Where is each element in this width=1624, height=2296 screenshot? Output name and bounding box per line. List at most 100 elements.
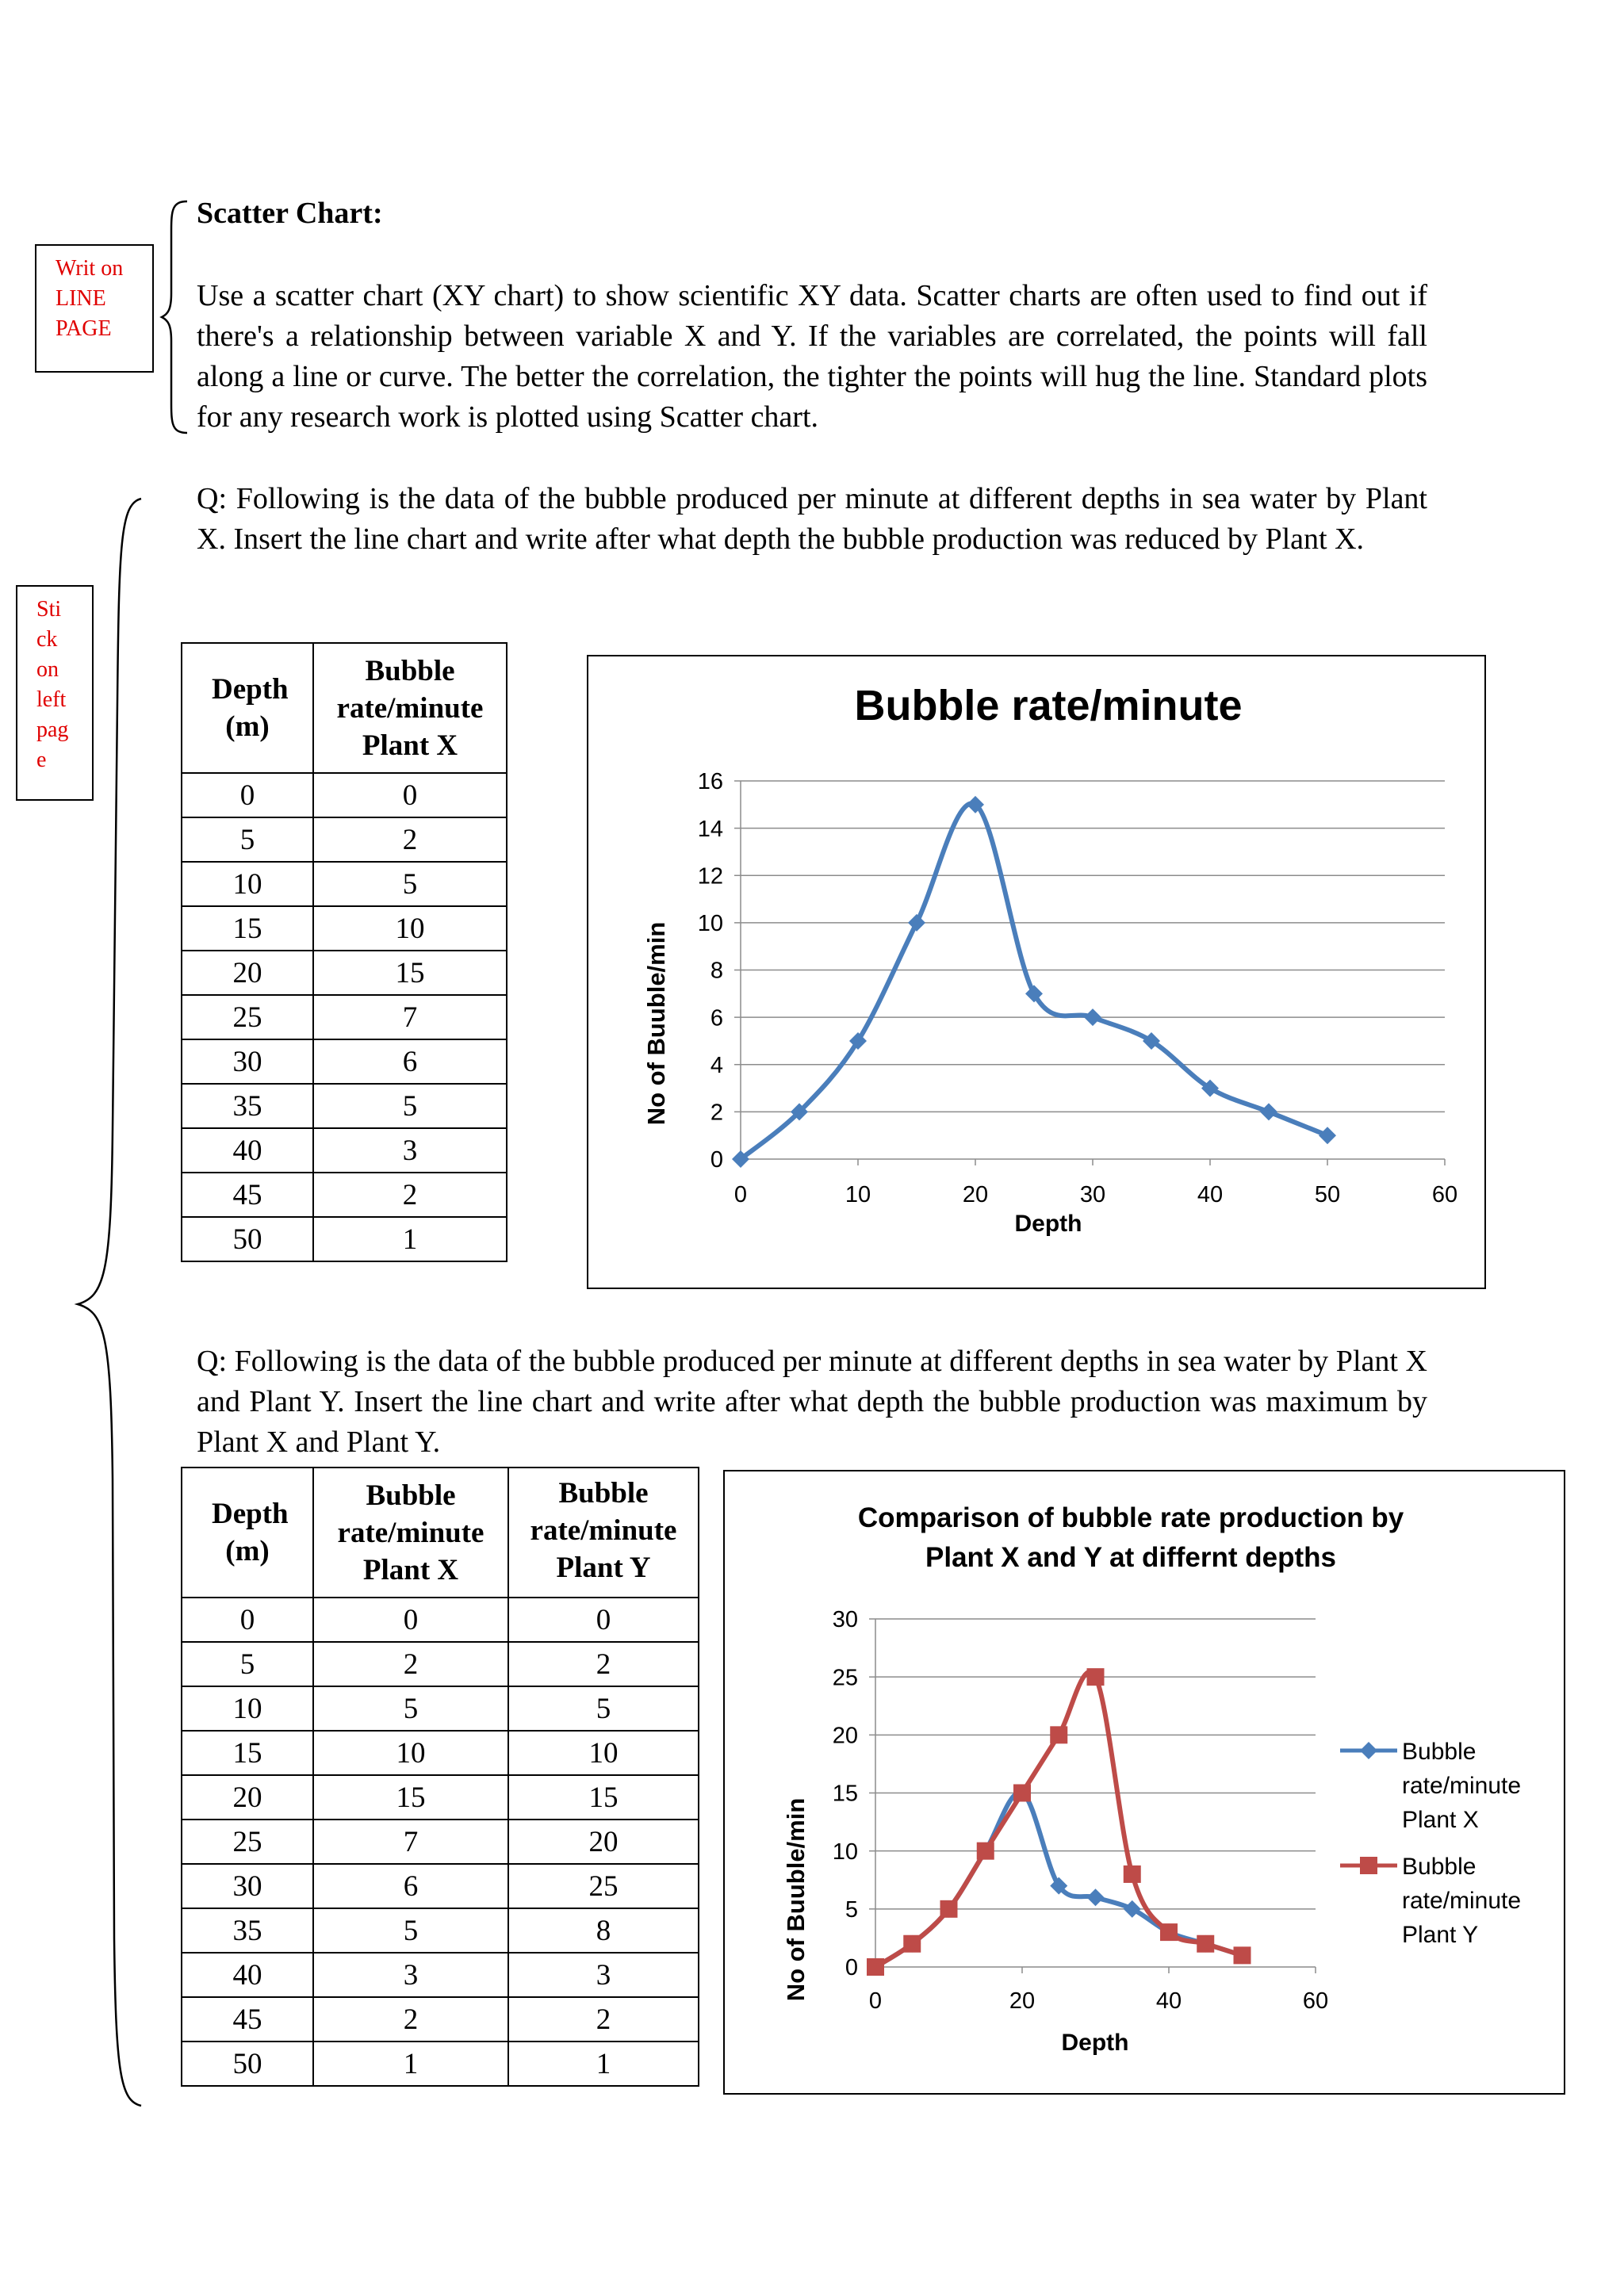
chart-plot-area: Comparison of bubble rate production by …: [782, 1502, 1521, 2056]
data-point-square: [867, 1958, 884, 1976]
table-row: 40 3: [181, 1127, 508, 1173]
data-point-diamond: [1260, 1103, 1277, 1121]
y-tick-label: 6: [710, 1005, 723, 1031]
column-header-label: Bubble rate/minute Plant Y: [530, 1477, 677, 1584]
x-tick-label: 0: [734, 1182, 747, 1207]
note-line: e: [36, 748, 47, 772]
table-row: 35 5 8: [181, 1908, 699, 1954]
table-cell: 35: [181, 1908, 314, 1954]
section-heading: Scatter Chart:: [197, 197, 383, 230]
x-tick-label: 50: [1315, 1182, 1340, 1207]
table-body: 0 0 0 5 2 2 10 5 5 15 10 10 20 15 15 25 7 20 30 6 25 35 5 8 40 3 3…: [181, 1597, 699, 2087]
y-tick-label: 30: [833, 1607, 858, 1632]
y-tick-label: 5: [845, 1897, 858, 1923]
note-line: ck: [36, 627, 58, 652]
column-header-label: Depth (m): [212, 1498, 289, 1567]
series-line: [874, 1669, 1243, 1969]
table-cell: 6: [312, 1039, 508, 1085]
data-point-square: [976, 1842, 994, 1860]
data-point-diamond: [1025, 985, 1043, 1003]
table-cell: 10: [181, 1686, 314, 1732]
column-header-plant-y: Bubble rate/minute Plant Y: [508, 1467, 699, 1598]
x-tick-label: 20: [963, 1182, 988, 1207]
note-line: Writ on: [56, 256, 124, 281]
table-cell: 15: [312, 950, 508, 996]
y-tick-label: 25: [833, 1665, 858, 1690]
y-tick-label: 8: [710, 959, 723, 984]
legend-label: Plant Y: [1402, 1922, 1478, 1948]
note-line: on: [36, 657, 59, 682]
table-cell: 35: [181, 1083, 314, 1129]
chart-comparison: Comparison of bubble rate production by …: [723, 1470, 1565, 2095]
chart-series: [732, 795, 1336, 1168]
table-row: 25 7: [181, 994, 508, 1040]
table-cell: 2: [312, 1172, 508, 1218]
data-point-square: [1050, 1726, 1068, 1744]
table-cell: 45: [181, 1172, 314, 1218]
data-point-square: [1123, 1865, 1141, 1883]
table-row: 30 6 25: [181, 1863, 699, 1909]
y-tick-label: 12: [698, 863, 723, 889]
table-cell: 50: [181, 2041, 314, 2087]
table-cell: 2: [312, 1996, 509, 2042]
table-cell: 0: [181, 1597, 314, 1643]
table-cell: 40: [181, 1952, 314, 1998]
table-cell: 7: [312, 994, 508, 1040]
table-cell: 20: [181, 950, 314, 996]
data-point-diamond: [1050, 1877, 1068, 1895]
scatter-description: Use a scatter chart (XY chart) to show s…: [197, 279, 1427, 434]
table-cell: 2: [312, 817, 508, 863]
data-point-square: [1013, 1784, 1031, 1802]
note-line: pag: [36, 718, 69, 742]
note-line: Sti: [36, 597, 62, 622]
chart-bubble-rate: Bubble rate/minute Depth No of Buuble/mi…: [587, 655, 1486, 1289]
table-cell: 7: [312, 1819, 509, 1865]
note-line: LINE: [56, 286, 106, 311]
legend-label: Bubble: [1402, 1739, 1476, 1765]
table-cell: 25: [181, 994, 314, 1040]
column-header-label: Bubble rate/minute Plant X: [337, 1479, 485, 1586]
chart-title-line: Plant X and Y at differnt depths: [925, 1542, 1336, 1573]
data-point-square: [1197, 1934, 1215, 1953]
data-point-diamond: [908, 913, 925, 932]
x-tick-label: 10: [845, 1182, 871, 1207]
y-axis-title: No of Buuble/min: [782, 1798, 810, 2002]
table-cell: 3: [508, 1952, 699, 1998]
table-cell: 20: [181, 1774, 314, 1820]
table-cell: 1: [508, 2041, 699, 2087]
legend-label: rate/minute: [1402, 1773, 1521, 1799]
y-tick-label: 16: [698, 769, 723, 794]
column-header-plant-x: Bubble rate/minute Plant X: [312, 642, 508, 774]
table-cell: 10: [312, 1730, 509, 1776]
table-cell: 30: [181, 1039, 314, 1085]
y-tick-label: 0: [845, 1955, 858, 1980]
data-point-square: [1160, 1923, 1178, 1942]
table-row: 35 5: [181, 1083, 508, 1129]
table-cell: 5: [508, 1686, 699, 1732]
chart-title-line: Comparison of bubble rate production by: [858, 1502, 1404, 1533]
y-axis-title: No of Buuble/min: [642, 922, 670, 1126]
table-row: 50 1: [181, 1216, 508, 1262]
legend-label: Plant X: [1402, 1807, 1479, 1833]
y-tick-label: 4: [710, 1053, 723, 1078]
table-cell: 50: [181, 1216, 314, 1262]
data-point-diamond: [967, 795, 984, 813]
table-cell: 1: [312, 1216, 508, 1262]
table-cell: 15: [181, 905, 314, 951]
table-cell: 0: [312, 772, 508, 818]
data-table-plant-x-y: Depth (m) Bubble rate/minute Plant X Bub…: [181, 1467, 699, 2087]
table-cell: 25: [181, 1819, 314, 1865]
data-point-diamond: [1084, 1008, 1101, 1027]
note-stick-on-left-page: Sti ck on left pag e: [16, 585, 94, 801]
brace-questions-section: [74, 497, 142, 2107]
column-header-label: Bubble rate/minute Plant X: [336, 654, 484, 762]
table-cell: 5: [312, 1083, 508, 1129]
data-point-square: [1233, 1946, 1251, 1965]
chart-legend: Bubble rate/minute Plant X Bubble rate/minut…: [1340, 1739, 1521, 1948]
brace-scatter-section: [159, 200, 188, 434]
question-1: Q: Following is the data of the bubble p…: [197, 482, 1427, 556]
data-point-square: [1360, 1857, 1377, 1874]
